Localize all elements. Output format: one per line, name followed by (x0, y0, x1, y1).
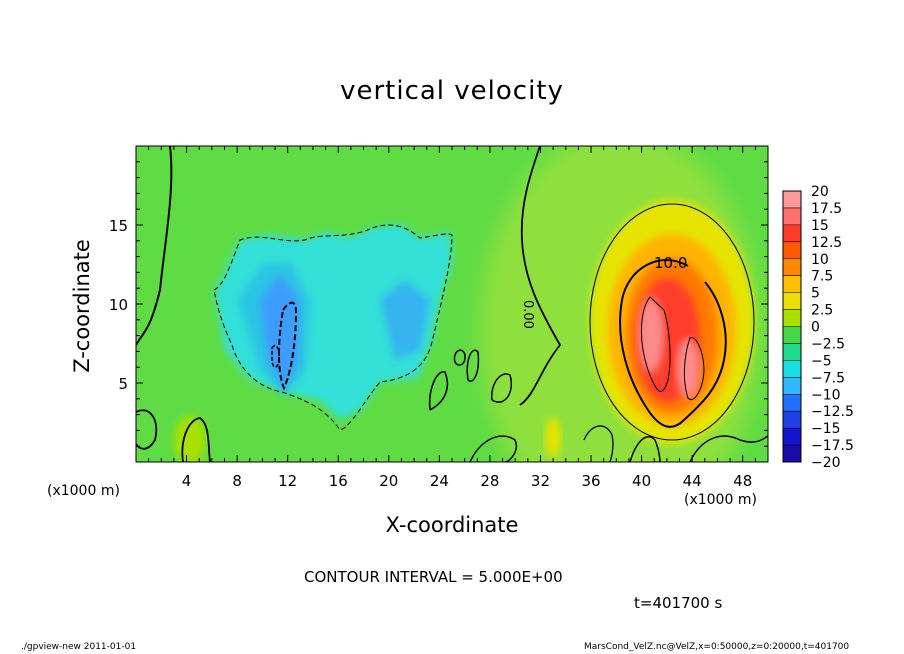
contour-zero-bottom-mid (469, 435, 517, 462)
y-tick-label: 15 (109, 217, 128, 235)
colorbar: 2017.51512.5107.552.50−2.5−5−7.5−10−12.5… (782, 184, 854, 471)
colorbar-label: 5 (811, 286, 820, 302)
x-tick-label: 16 (329, 472, 348, 490)
contour-zero-blob-2 (428, 371, 449, 411)
contour-zero-bottom-left (136, 409, 158, 450)
contour-zero-blob-5 (491, 373, 512, 403)
colorbar-label: −15 (811, 421, 841, 437)
x-tick-label: 20 (379, 472, 398, 490)
x-tick-label: 8 (232, 472, 242, 490)
contour-zero-blob-1 (181, 417, 211, 462)
contour-five (589, 203, 755, 441)
colorbar-swatch (783, 309, 801, 327)
y-axis-label: Z-coordinate (70, 239, 94, 373)
colorbar-label: −5 (811, 353, 832, 369)
colorbar-swatch (783, 394, 801, 412)
colorbar-label: 0 (811, 320, 820, 336)
colorbar-label: 20 (811, 184, 829, 200)
contour-label-10: 10.0 (654, 254, 687, 272)
colorbar-swatch (783, 360, 801, 378)
y-tick-label: 5 (118, 375, 128, 393)
downdraft-secondary (380, 280, 430, 360)
contour-zero-left (136, 146, 173, 346)
y-axis: 5 10 15 (109, 161, 768, 447)
colorbar-label: −10 (811, 387, 841, 403)
colorbar-swatch (783, 241, 801, 260)
chart-title: vertical velocity (340, 76, 564, 106)
x-tick-label: 4 (182, 472, 192, 490)
updraft-peak-1 (638, 297, 664, 373)
x-tick-label: 32 (531, 472, 550, 490)
colorbar-swatch (783, 275, 801, 294)
contour-ten (619, 259, 727, 428)
x-tick-label: 28 (480, 472, 499, 490)
colorbar-label: −7.5 (811, 370, 845, 386)
colorbar-swatch (783, 258, 801, 277)
x-tick-label: 44 (683, 472, 702, 490)
contour-zero-bottom-right-3 (583, 425, 614, 462)
x-tick-label: 48 (733, 472, 752, 490)
colorbar-label: 10 (811, 252, 829, 268)
x-tick-label: 24 (430, 472, 449, 490)
colorbar-label: −12.5 (811, 404, 854, 420)
x-tick-label: 36 (581, 472, 600, 490)
colorbar-swatch (783, 445, 801, 463)
colorbar-swatch (783, 224, 801, 243)
colorbar-swatch (783, 326, 801, 344)
contour-minus-ten-small (271, 344, 280, 368)
contour-interval-label: CONTOUR INTERVAL = 5.000E+00 (304, 568, 563, 586)
small-updraft (545, 418, 561, 458)
footer-left: ./gpview-new 2011-01-01 (21, 642, 137, 652)
time-label: t=401700 s (634, 594, 723, 612)
colorbar-label: −2.5 (811, 336, 845, 352)
contour-zero-blob-3 (453, 349, 466, 366)
x-axis-label: X-coordinate (385, 513, 519, 537)
colorbar-swatch (783, 292, 801, 311)
footer-right: MarsCond_VelZ.nc@VelZ,x=0:50000,z=0:2000… (584, 642, 850, 652)
colorbar-label: 7.5 (811, 269, 833, 285)
colorbar-swatch (783, 343, 801, 361)
contour-zero-bottom-right-1 (629, 436, 661, 462)
x-tick-label: 12 (278, 472, 297, 490)
contour-zero-bottom-right-2 (689, 435, 768, 462)
colorbar-label: 17.5 (811, 201, 842, 217)
x-tick-label: 40 (632, 472, 651, 490)
small-positive-blob (174, 416, 206, 462)
colorbar-label: 2.5 (811, 303, 833, 319)
contour-label-0: 0.00 (520, 300, 535, 329)
contour-zero-blob-4 (466, 349, 480, 382)
colorbar-swatch (783, 411, 801, 429)
updraft-peak-2 (676, 338, 700, 398)
contour-minus-five (213, 224, 453, 431)
colorbar-swatch (783, 377, 801, 395)
colorbar-swatch (783, 207, 801, 226)
x-unit-label: (x1000 m) (684, 492, 757, 508)
contour-fifteen-2 (683, 337, 705, 401)
y-tick-label: 10 (109, 296, 128, 314)
colorbar-swatch (783, 428, 801, 446)
colorbar-label: 15 (811, 218, 829, 234)
contour-zero-right (519, 146, 562, 406)
contour-fifteen-1 (640, 296, 671, 392)
colorbar-label: 12.5 (811, 235, 842, 251)
x-axis: 4 8 12 16 20 24 28 32 36 40 44 48 (148, 146, 756, 490)
velocity-field: 10.0 0.00 (136, 146, 768, 462)
colorbar-swatch (783, 191, 801, 209)
colorbar-label: −20 (811, 455, 841, 471)
colorbar-label: −17.5 (811, 438, 854, 454)
z-unit-label: (x1000 m) (47, 483, 120, 499)
contours (136, 146, 768, 462)
